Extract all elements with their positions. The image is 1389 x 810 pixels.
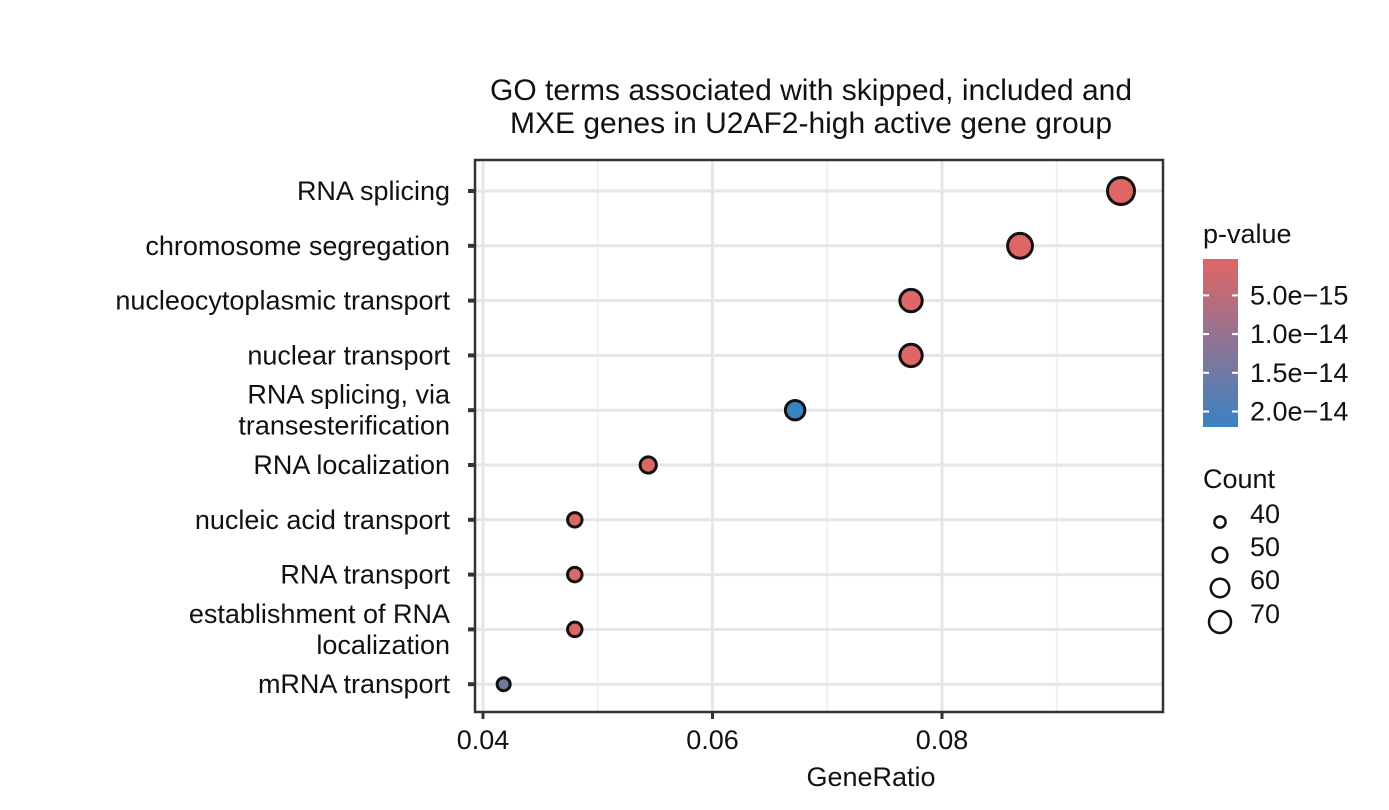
x-tick-label: 0.04 [457,725,510,755]
plot-panel: RNA splicing chromosome segregation nucleo… [115,158,1165,755]
y-tick-label: RNA splicing [297,176,450,206]
data-point [566,565,584,584]
x-axis-label: GeneRatio [806,762,935,792]
size-legend-label: 40 [1250,499,1280,529]
size-legend-key [1211,546,1229,564]
size-legend-key [1209,577,1231,599]
y-tick-label: nucleic acid transport [195,505,451,535]
size-legend-label: 50 [1250,532,1280,562]
data-point [783,398,807,422]
pvalue-colorbar [1203,259,1238,427]
count-legend-title: Count [1203,464,1276,494]
x-tick-label: 0.08 [916,725,969,755]
data-point [1006,231,1034,260]
y-tick-label: chromosome segregation [145,231,450,261]
y-tick-label: mRNA transport [258,669,451,699]
colorbar-label: 2.0e−14 [1250,397,1348,427]
size-legend-label: 70 [1250,599,1280,629]
y-tick-label: RNA localization [253,450,450,480]
y-tick-label: RNA splicing, via [247,380,451,410]
y-tick-label: establishment of RNA [189,599,450,629]
pvalue-legend-title: p-value [1203,219,1292,249]
y-tick-label: localization [316,630,450,660]
data-point [638,455,658,475]
data-point [566,511,584,529]
chart-title-line-2: MXE genes in U2AF2-high active gene grou… [510,107,1112,140]
y-tick-label: RNA transport [280,560,450,590]
data-point [495,676,512,693]
data-point [898,342,924,369]
data-point [1106,176,1137,206]
panel-border [473,158,1165,714]
data-point [898,287,924,314]
colorbar-label: 5.0e−15 [1250,280,1348,310]
colorbar-label: 1.0e−14 [1250,319,1348,349]
panel-background [475,160,1163,712]
x-tick-label: 0.06 [686,725,739,755]
size-legend-key [1213,515,1227,529]
size-legend-label: 60 [1250,565,1280,595]
size-legend-key [1207,609,1233,635]
y-tick-label: nuclear transport [247,340,450,370]
y-tick-label: transesterification [238,411,450,441]
data-point [566,620,584,639]
colorbar-label: 1.5e−14 [1250,358,1348,388]
chart-title-line-1: GO terms associated with skipped, includ… [490,74,1132,107]
y-tick-label: nucleocytoplasmic transport [115,286,450,316]
legend-area: p-value Count 5.0e−15 1.0e−14 1.5e−14 2.0e−… [1203,219,1348,635]
